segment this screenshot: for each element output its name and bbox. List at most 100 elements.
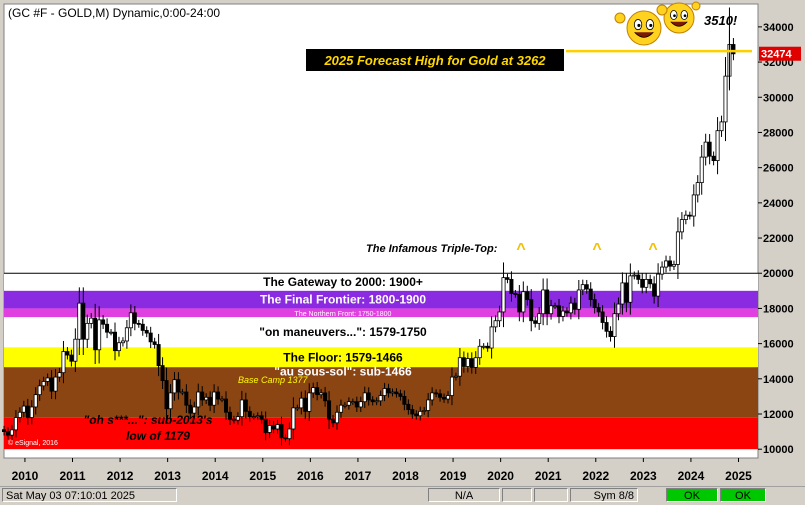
candle-body: [251, 416, 256, 419]
y-tick-label: 24000: [763, 198, 794, 210]
candle-body: [2, 429, 7, 433]
y-tick-label: 12000: [763, 409, 794, 421]
candle-body: [628, 275, 633, 303]
candle-body: [632, 274, 637, 277]
candle-body: [73, 338, 78, 362]
candle-body: [243, 399, 248, 412]
candle-body: [481, 345, 486, 348]
candle-body: [453, 375, 458, 378]
candle-body: [505, 277, 510, 280]
candle-body: [33, 394, 38, 408]
candle-body: [382, 388, 387, 396]
candle-body: [212, 391, 217, 406]
candle-body: [220, 398, 225, 401]
candle-body: [679, 219, 684, 233]
candle-body: [584, 284, 589, 290]
candle-body: [457, 357, 462, 377]
candle-body: [477, 345, 482, 359]
candle-body: [414, 413, 419, 417]
candle-body: [342, 404, 347, 407]
candle-body: [620, 282, 625, 305]
status-ok-2[interactable]: OK: [720, 488, 766, 502]
candle-body: [101, 319, 106, 325]
candle-body: [402, 396, 407, 405]
band-label-1: The Final Frontier: 1800-1900: [260, 293, 426, 307]
candle-body: [65, 351, 70, 356]
candle-body: [25, 405, 30, 418]
x-tick-label: 2017: [345, 469, 372, 483]
candle-body: [156, 344, 161, 367]
candle-body: [69, 354, 74, 362]
candle-body: [49, 377, 54, 392]
x-tick-label: 2024: [678, 469, 705, 483]
candle-body: [374, 400, 379, 403]
candle-body: [160, 365, 165, 381]
candle-body: [438, 393, 443, 398]
candle-body: [699, 156, 704, 184]
candle-body: [501, 277, 506, 313]
smiley-pupil-l: [673, 14, 676, 18]
candle-body: [664, 260, 669, 268]
x-tick-label: 2025: [725, 469, 752, 483]
candle-body: [675, 231, 680, 265]
candle-body: [656, 273, 661, 297]
candle-body: [445, 395, 450, 400]
forecast-label: 2025 Forecast High for Gold at 3262: [323, 53, 546, 68]
candle-body: [231, 418, 236, 421]
candle-body: [275, 424, 280, 430]
candle-body: [418, 410, 423, 417]
candle-body: [105, 323, 110, 333]
status-blank-2: [534, 488, 568, 502]
smiley-icon: [626, 10, 662, 46]
candle-body: [5, 431, 10, 436]
hand-icon: [691, 1, 701, 11]
x-tick-label: 2023: [630, 469, 657, 483]
candle-body: [13, 417, 18, 431]
band-4: [4, 347, 758, 368]
candle-body: [331, 418, 336, 424]
candle-body: [196, 391, 201, 408]
candle-body: [640, 278, 645, 288]
candle-body: [592, 299, 597, 308]
candle-body: [287, 428, 292, 440]
candle-body: [394, 391, 399, 395]
candle-body: [9, 429, 14, 436]
candle-body: [216, 391, 221, 400]
candle-body: [370, 399, 375, 403]
triple-top-mark-2: ^: [648, 241, 657, 258]
status-ok-1[interactable]: OK: [666, 488, 718, 502]
candle-body: [37, 385, 42, 396]
candle-body: [493, 320, 498, 328]
candle-body: [299, 397, 304, 409]
triple-top-mark-1: ^: [592, 241, 601, 258]
candle-body: [469, 358, 474, 368]
candle-body: [553, 305, 558, 308]
candle-body: [719, 121, 724, 132]
candle-body: [358, 401, 363, 408]
band-label-2: The Northern Front: 1750-1800: [295, 311, 392, 318]
candle-body: [124, 327, 129, 342]
candle-body: [307, 392, 312, 412]
candle-body: [21, 405, 26, 413]
band-0: [4, 273, 758, 291]
candle-body: [723, 75, 728, 123]
candle-body: [449, 376, 454, 396]
axes: 10000 12000 14000 16000 18000 20000 22000 24000…: [12, 22, 801, 483]
candle-body: [386, 388, 391, 394]
candle-body: [426, 399, 431, 411]
candle-body: [564, 310, 569, 314]
x-tick-label: 2013: [154, 469, 181, 483]
copyright-label: © eSignal, 2016: [8, 439, 58, 447]
triple-top-label: The Infamous Triple-Top:: [366, 243, 498, 255]
candle-body: [648, 278, 653, 285]
candle-body: [319, 392, 324, 396]
forecast-banner: [306, 49, 564, 71]
candle-body: [588, 288, 593, 301]
smiley-icon: [663, 2, 695, 34]
candle-body: [556, 305, 561, 317]
candle-body: [497, 311, 502, 322]
candle-body: [204, 396, 209, 401]
x-tick-label: 2014: [202, 469, 229, 483]
candle-body: [691, 194, 696, 217]
